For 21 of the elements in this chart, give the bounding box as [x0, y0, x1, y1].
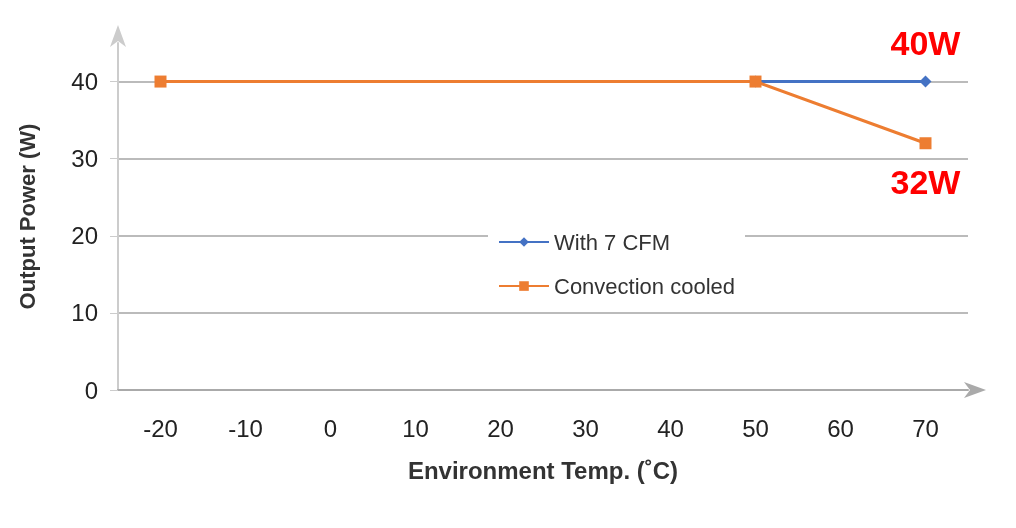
- y-tick-label: 0: [84, 376, 98, 404]
- x-tick-label: -10: [228, 414, 263, 442]
- y-axis-title: Output Power (W): [14, 123, 40, 310]
- y-tick-label: 10: [71, 299, 98, 327]
- x-tick-label: 60: [827, 414, 854, 442]
- x-tick-label: 30: [572, 414, 599, 442]
- annotation: 32W: [890, 163, 962, 202]
- legend-label: With 7 CFM: [554, 229, 671, 255]
- x-tick-label: 20: [487, 414, 514, 442]
- x-tick-label: -20: [143, 414, 178, 442]
- x-tick-label: 40: [657, 414, 684, 442]
- x-tick-label: 50: [742, 414, 769, 442]
- x-axis-title: Environment Temp. (˚C): [407, 456, 679, 484]
- y-tick-label: 30: [71, 145, 98, 173]
- legend-label: Convection cooled: [554, 273, 736, 299]
- x-tick-label: 10: [402, 414, 429, 442]
- y-tick-label: 40: [71, 68, 98, 96]
- annotation: 40W: [890, 23, 962, 62]
- y-tick-label: 20: [71, 222, 98, 250]
- x-tick-label: 0: [323, 414, 338, 442]
- x-tick-label: 70: [912, 414, 939, 442]
